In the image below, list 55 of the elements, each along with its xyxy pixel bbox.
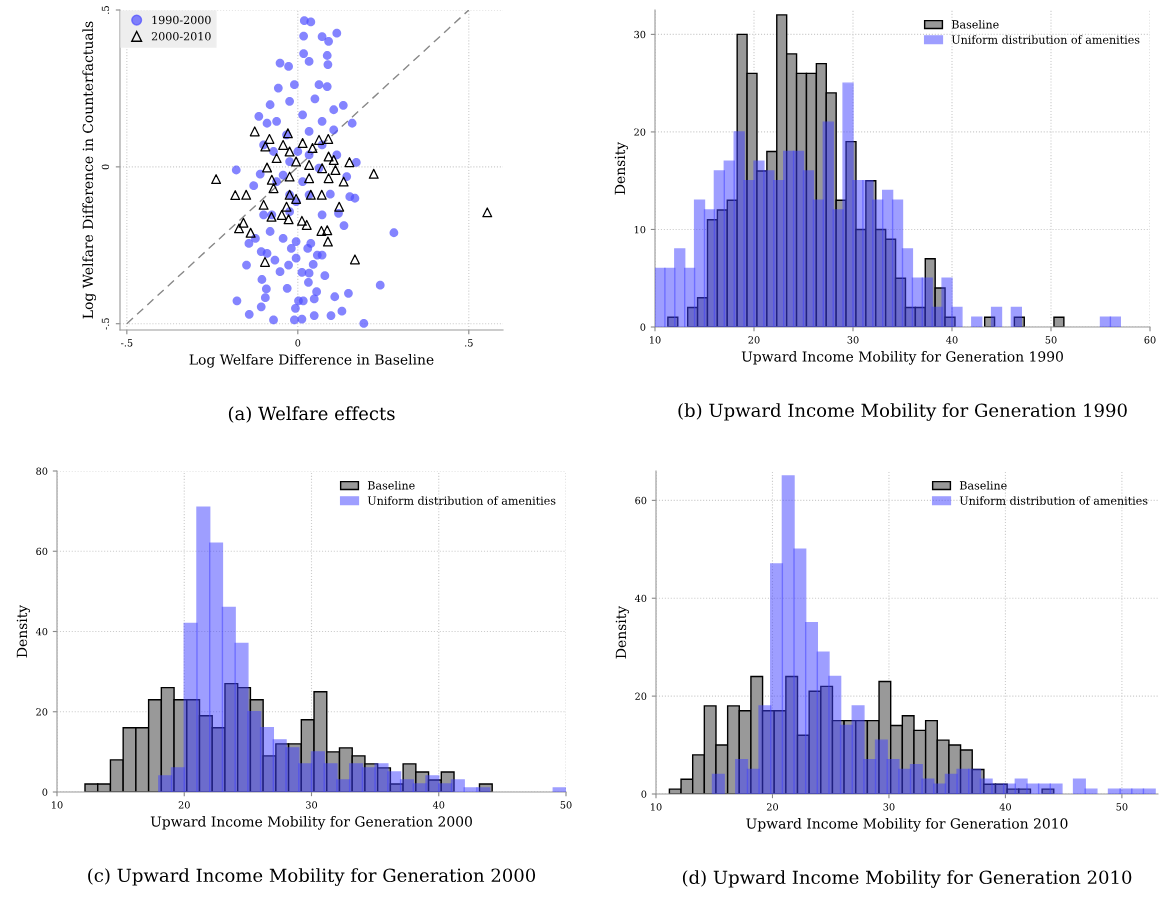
y-tick-label: -.5 (101, 318, 110, 330)
y-axis-title: Density (615, 605, 630, 659)
text: (a) Welfare effects (228, 406, 395, 423)
y-tick-label: 40 (35, 627, 48, 636)
legend-label: Uniform distribution of amenities (367, 496, 556, 505)
x-tick-label: .5 (465, 339, 473, 347)
legend-label: Baseline (959, 481, 1007, 490)
x-tick-label: 30 (847, 336, 859, 344)
y-axis-title: Density (614, 141, 629, 195)
y-tick-label: 20 (634, 128, 646, 136)
x-tick-label: 30 (306, 801, 318, 809)
x-tick-label: 40 (946, 336, 958, 344)
x-tick-label: 10 (52, 801, 63, 809)
text: (c) Upward Income Mobility for Generation 2000 (88, 868, 536, 886)
x-tick-label: 30 (883, 803, 895, 811)
text: (b) Upward Income Mobility for Generation 1990 (678, 403, 1127, 421)
x-tick-label: 20 (748, 336, 760, 344)
x-tick-label: -.5 (120, 339, 133, 347)
x-axis-title: Log Welfare Difference in Baseline (189, 353, 434, 368)
x-tick-label: 50 (560, 801, 572, 809)
y-tick-label: 30 (634, 30, 646, 39)
text: (d) Upward Income Mobility for Generation 2010 (682, 870, 1132, 888)
x-tick-label: 60 (1144, 336, 1156, 344)
legend-label: 2000-2010 (151, 32, 211, 41)
y-tick-label: 20 (635, 692, 647, 700)
y-tick-label: 80 (36, 467, 48, 475)
y-tick-label: .5 (101, 6, 110, 14)
y-tick-label: 60 (36, 547, 48, 556)
y-tick-label: 60 (635, 496, 647, 505)
y-tick-label: 20 (36, 708, 48, 716)
y-tick-label: 40 (634, 594, 647, 603)
x-tick-label: 10 (651, 803, 662, 811)
x-axis-title: Upward Income Mobility for Generation 2010 (746, 817, 1068, 832)
x-tick-label: 50 (1116, 803, 1128, 811)
y-tick-label: 0 (42, 788, 48, 796)
x-axis-title: Upward Income Mobility for Generation 1990 (741, 350, 1063, 365)
x-tick-label: 20 (766, 803, 779, 811)
x-tick-label: 20 (178, 801, 190, 809)
legend-label: 1990-2000 (152, 15, 211, 25)
legend-label: Uniform distribution of amenities (959, 496, 1148, 505)
y-tick-label: 0 (101, 164, 110, 170)
y-tick-label: 0 (640, 323, 646, 331)
y-axis-title: Density (16, 604, 31, 658)
x-axis-title: Upward Income Mobility for Generation 2000 (150, 815, 472, 830)
x-tick-label: 10 (650, 336, 661, 344)
x-tick-label: 40 (432, 801, 445, 809)
legend-label: Baseline (367, 481, 415, 490)
y-axis-title: Log Welfare Difference in Counterfactuals (82, 21, 97, 319)
y-tick-label: 0 (641, 790, 647, 798)
legend-label: Uniform distribution of amenities (951, 35, 1140, 44)
legend-label: Baseline (951, 20, 999, 29)
x-tick-label: 40 (999, 803, 1011, 811)
x-tick-label: 50 (1045, 336, 1057, 344)
y-tick-label: 10 (634, 225, 646, 234)
x-tick-label: 0 (295, 339, 301, 347)
